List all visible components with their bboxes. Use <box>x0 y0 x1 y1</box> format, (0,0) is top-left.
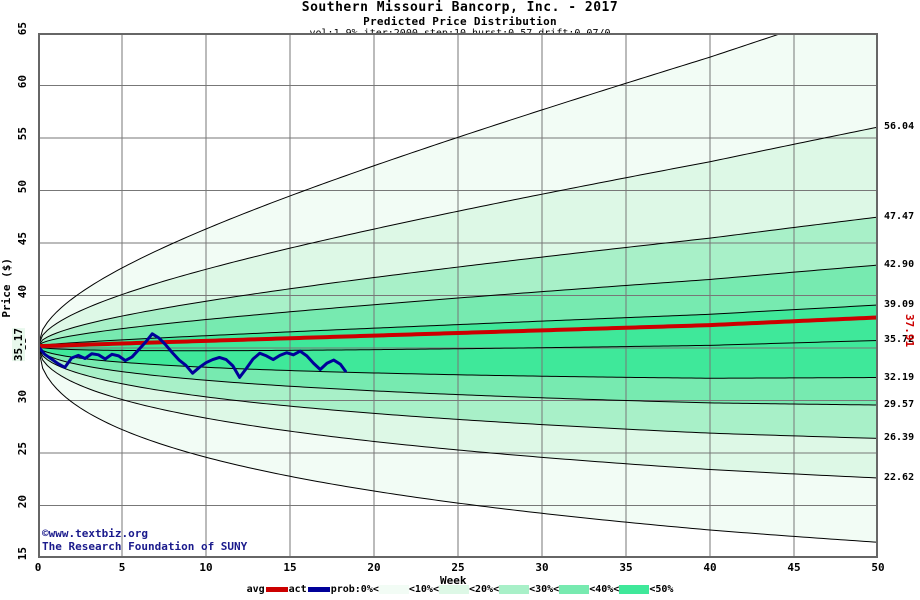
x-tick-label: 25 <box>451 561 465 574</box>
plot-area <box>38 33 878 558</box>
x-tick-label: 50 <box>871 561 885 574</box>
y-tick-label: 25 <box>16 442 29 456</box>
legend-act-label: act <box>288 584 307 595</box>
right-axis-label: 29.57 <box>884 399 915 410</box>
legend-item-act: act <box>289 584 331 595</box>
y-tick-label: 20 <box>16 494 29 508</box>
watermark-org: The Research Foundation of SUNY <box>42 540 248 553</box>
right-axis-label: 39.09 <box>884 299 915 311</box>
right-axis-label: 56.04 <box>884 121 915 133</box>
right-axis-label: 32.19 <box>884 371 915 383</box>
legend-act-line-swatch <box>307 587 330 592</box>
x-tick-label: 15 <box>283 561 297 574</box>
x-tick-label: 30 <box>535 561 549 574</box>
y-tick-label: 15 <box>16 547 29 561</box>
legend-prob-label: <30%< <box>529 584 560 595</box>
legend-prob-label: <20%< <box>468 584 500 595</box>
plot-svg <box>38 33 878 558</box>
legend-avg-line-swatch <box>265 587 288 592</box>
y-tick-label: 45 <box>16 232 29 246</box>
right-axis-label: 42.90 <box>884 259 915 271</box>
watermark-url: ©www.textbiz.org <box>42 527 148 540</box>
legend-item-prob: <10%< <box>409 584 469 595</box>
legend-prob-swatch <box>438 585 469 594</box>
x-axis-title: Week <box>440 574 467 587</box>
chart-subtitle: Predicted Price Distribution <box>363 15 557 28</box>
x-tick-label: 20 <box>367 561 381 574</box>
x-tick-label: 10 <box>199 561 213 574</box>
right-axis-label: 35.72 <box>884 334 915 346</box>
y-tick-label: 30 <box>16 389 29 403</box>
y-tick-label: 55 <box>16 127 29 141</box>
chart-title: Southern Missouri Bancorp, Inc. - 2017 <box>301 0 619 15</box>
legend-prob-swatch <box>378 585 409 594</box>
right-axis-label: 26.39 <box>884 432 915 444</box>
y-tick-label: 60 <box>16 74 29 88</box>
current-avg-label: 37.91 <box>903 314 916 348</box>
x-tick-label: 5 <box>118 561 126 574</box>
x-tick-label: 35 <box>619 561 633 574</box>
start-price-label: 35.17 <box>12 328 25 362</box>
legend-item-avg: avg <box>247 584 289 595</box>
x-tick-label: 45 <box>787 561 801 574</box>
legend-prob-swatch <box>619 585 650 594</box>
legend-prob-swatch <box>499 585 530 594</box>
y-tick-label: 50 <box>16 179 29 193</box>
legend-prob-label: prob:0%< <box>330 584 379 595</box>
x-tick-label: 0 <box>34 561 42 574</box>
legend-item-prob: <20%< <box>468 584 530 595</box>
legend-item-prob: <40%< <box>589 584 650 595</box>
legend-prob-swatch <box>559 585 590 594</box>
right-axis-label: 47.47 <box>884 211 915 223</box>
legend-prob-label: <40%< <box>589 584 620 595</box>
chart-legend: avg act prob:0%< <10%< <20%< <30%< <40%< <50% <box>0 584 920 595</box>
legend-item-prob: <50% <box>649 584 673 595</box>
legend-prob-label: <50% <box>649 584 674 595</box>
x-tick-label: 40 <box>703 561 717 574</box>
legend-avg-label: avg <box>246 584 265 595</box>
legend-item-prob: prob:0%< <box>331 584 409 595</box>
y-tick-label: 65 <box>16 22 29 36</box>
y-axis-title: Price ($) <box>0 258 13 318</box>
y-tick-label: 40 <box>16 284 29 298</box>
legend-prob-label: <10%< <box>408 584 439 595</box>
right-axis-label: 22.62 <box>884 471 915 483</box>
legend-item-prob: <30%< <box>529 584 590 595</box>
